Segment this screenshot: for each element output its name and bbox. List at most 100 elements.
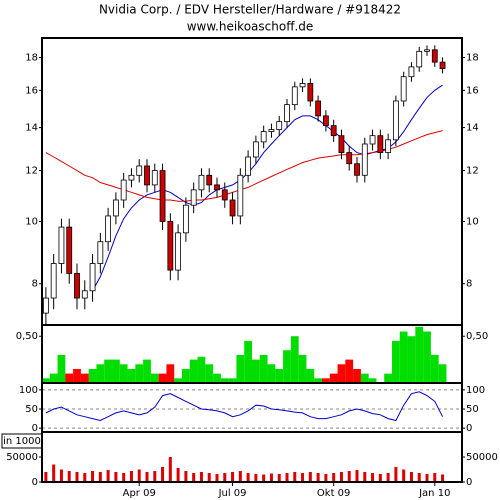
y-tick-label-right: 50000 <box>466 452 498 463</box>
x-tick-label: Okt 09 <box>317 488 351 499</box>
area-bar <box>205 364 214 383</box>
volume-bar <box>75 472 79 482</box>
candle-body <box>175 232 182 271</box>
area-bar <box>197 356 206 383</box>
candle-body <box>424 49 430 52</box>
area-bar <box>438 364 447 383</box>
candle-body <box>229 199 236 217</box>
candle-body <box>89 263 96 292</box>
y-tick-label-right: 0,50 <box>466 331 488 342</box>
volume-bar <box>238 471 242 482</box>
y-tick-label: 0 <box>32 477 38 488</box>
y-tick-label-right: 8 <box>466 279 472 290</box>
candle-body <box>315 100 322 117</box>
area-bar <box>399 331 408 383</box>
volume-bar <box>402 469 406 482</box>
y-tick-label: 14 <box>25 123 38 134</box>
candle-body <box>330 125 337 137</box>
area-bar <box>353 368 361 383</box>
volume-bar <box>371 473 375 482</box>
y-tick-label: 0,50 <box>16 331 38 342</box>
candle-body <box>159 170 166 222</box>
candle-body <box>50 263 57 299</box>
y-tick-label-right: 0 <box>466 423 472 434</box>
volume-bar <box>285 473 289 482</box>
y-tick-label: 10 <box>25 216 38 227</box>
area-bar <box>360 373 369 383</box>
volume-bar <box>378 474 382 482</box>
candle-body <box>392 100 399 141</box>
area-bar <box>314 378 322 383</box>
candle-body <box>144 165 150 186</box>
y-tick-label-right: 50 <box>466 404 479 415</box>
volume-bar <box>293 472 297 482</box>
volume-bar <box>339 472 343 482</box>
area-bar <box>368 378 377 383</box>
candle-body <box>431 49 438 63</box>
volume-bar <box>355 470 359 482</box>
volume-bar <box>106 470 110 482</box>
moving-average <box>45 130 443 202</box>
candle-body <box>112 199 119 217</box>
candle-body <box>299 83 306 88</box>
indicator-line <box>45 391 444 422</box>
volume-bar <box>91 471 95 482</box>
y-tick-label: 50 <box>25 404 38 415</box>
volume-bar <box>324 474 328 482</box>
y-tick-label-right: 18 <box>466 52 479 63</box>
y-tick-label: 12 <box>25 166 38 177</box>
area-bar <box>283 350 291 383</box>
candle-body <box>74 273 80 299</box>
volume-bar <box>192 473 196 482</box>
volume-bar <box>67 471 71 482</box>
area-bar <box>166 364 175 383</box>
x-tick-label: Jul 09 <box>218 488 247 499</box>
area-bar <box>104 359 112 383</box>
volume-bar <box>347 471 351 482</box>
area-bar <box>135 364 144 383</box>
area-bar <box>392 340 400 383</box>
volume-bar <box>332 473 336 482</box>
candle-body <box>221 189 228 201</box>
candle-body <box>167 221 174 271</box>
volume-bar <box>425 474 429 482</box>
area-bar <box>112 359 120 383</box>
candle-body <box>400 76 407 102</box>
y-tick-label-right: 10 <box>466 216 479 227</box>
area-bar <box>322 378 330 383</box>
area-bar <box>65 373 74 383</box>
panel-frame <box>41 431 463 483</box>
candle-body <box>190 189 197 206</box>
area-bar <box>213 373 221 383</box>
volume-bar <box>409 472 413 482</box>
area-bar <box>384 373 392 383</box>
area-bar <box>174 378 182 383</box>
volume-bar <box>153 471 157 482</box>
candle-body <box>136 165 143 176</box>
volume-bar <box>207 473 211 482</box>
candle-body <box>42 297 49 314</box>
candle-body <box>284 104 290 123</box>
area-bar <box>220 378 229 383</box>
volume-bar <box>433 473 437 482</box>
volume-bar <box>44 472 48 482</box>
volume-bar <box>161 467 165 482</box>
area-bar <box>96 364 105 383</box>
y-tick-label-right: 14 <box>466 123 479 134</box>
candle-body <box>214 184 220 191</box>
volume-bar <box>316 473 320 482</box>
candle-body <box>408 66 415 78</box>
volume-bar <box>301 473 305 482</box>
area-bar <box>49 373 58 383</box>
area-bar <box>337 364 346 383</box>
candle-body <box>252 141 259 158</box>
volume-bar <box>129 471 133 482</box>
area-bar <box>80 373 89 383</box>
area-bar <box>430 354 439 383</box>
candle-body <box>182 204 189 234</box>
area-bar <box>73 368 81 383</box>
chart-subtitle: www.heikoaschoff.de <box>187 20 314 34</box>
area-bar <box>150 373 159 383</box>
area-bar <box>42 378 50 383</box>
volume-bar <box>184 471 188 482</box>
